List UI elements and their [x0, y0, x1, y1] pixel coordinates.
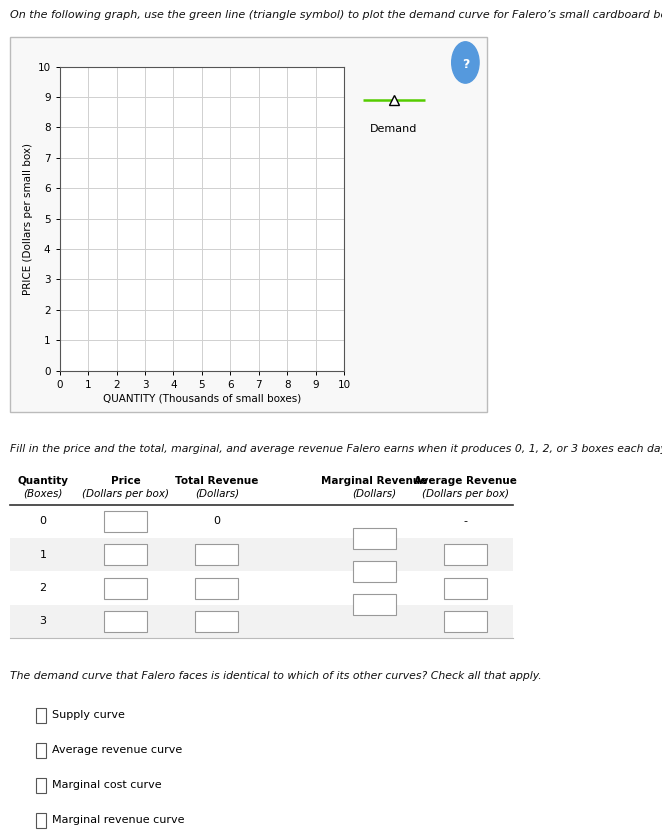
Y-axis label: PRICE (Dollars per small box): PRICE (Dollars per small box) — [23, 142, 33, 295]
Text: Average Revenue: Average Revenue — [414, 476, 516, 486]
X-axis label: QUANTITY (Thousands of small boxes): QUANTITY (Thousands of small boxes) — [103, 394, 301, 404]
Text: The demand curve that Falero faces is identical to which of its other curves? Ch: The demand curve that Falero faces is id… — [10, 671, 542, 681]
Text: Marginal cost curve: Marginal cost curve — [52, 780, 162, 790]
Text: Quantity: Quantity — [17, 476, 69, 486]
Text: Supply curve: Supply curve — [52, 710, 125, 720]
Text: ?: ? — [461, 57, 469, 71]
Text: 3: 3 — [40, 616, 46, 626]
Text: Fill in the price and the total, marginal, and average revenue Falero earns when: Fill in the price and the total, margina… — [10, 444, 662, 454]
Text: (Dollars): (Dollars) — [195, 489, 239, 499]
Text: Marginal revenue curve: Marginal revenue curve — [52, 815, 185, 825]
Text: 1: 1 — [40, 550, 46, 560]
Polygon shape — [264, 574, 322, 622]
Text: Marginal Revenue: Marginal Revenue — [321, 476, 427, 486]
Text: (Dollars): (Dollars) — [352, 489, 396, 499]
Text: 0: 0 — [40, 516, 46, 526]
Text: 0: 0 — [213, 516, 220, 526]
Text: Average revenue curve: Average revenue curve — [52, 745, 183, 755]
Text: (Dollars per box): (Dollars per box) — [422, 489, 508, 499]
Text: Price: Price — [111, 476, 140, 486]
Text: -: - — [463, 516, 467, 526]
Text: Demand: Demand — [370, 124, 418, 134]
Text: 2: 2 — [40, 583, 46, 593]
Text: (Boxes): (Boxes) — [23, 489, 63, 499]
Text: (Dollars per box): (Dollars per box) — [82, 489, 169, 499]
Circle shape — [451, 42, 479, 83]
Text: Total Revenue: Total Revenue — [175, 476, 258, 486]
Polygon shape — [264, 521, 322, 569]
Text: On the following graph, use the green line (triangle symbol) to plot the demand : On the following graph, use the green li… — [10, 10, 662, 20]
